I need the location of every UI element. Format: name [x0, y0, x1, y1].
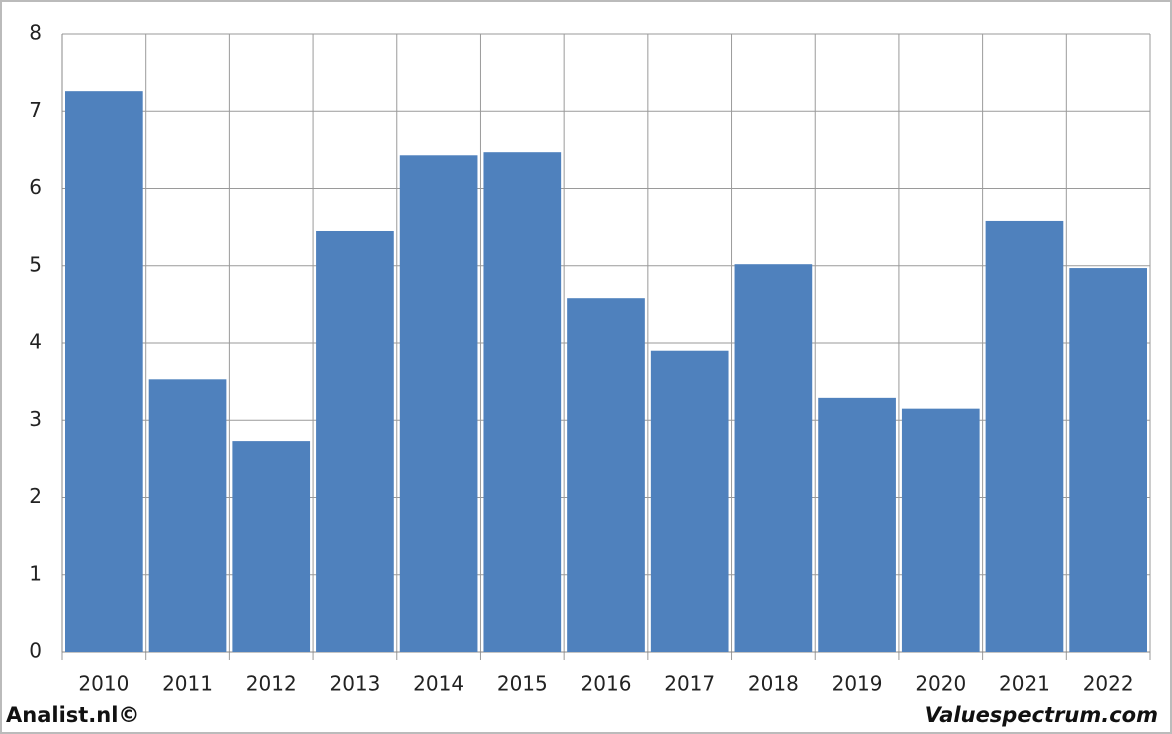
bar — [901, 408, 980, 652]
x-tick-label: 2020 — [915, 672, 966, 696]
y-tick-label: 4 — [29, 330, 42, 354]
bar — [567, 298, 645, 652]
bar — [734, 264, 813, 652]
y-tick-label: 6 — [29, 175, 42, 199]
bar — [65, 91, 143, 653]
y-tick-label: 3 — [29, 407, 42, 431]
x-tick-label: 2022 — [1083, 672, 1134, 696]
footer-right: Valuespectrum.com — [925, 703, 1158, 727]
x-tick-label: 2013 — [329, 672, 380, 696]
x-tick-label: 2015 — [497, 672, 548, 696]
bar — [316, 230, 394, 653]
x-tick-label: 2021 — [999, 672, 1050, 696]
y-tick-label: 1 — [29, 561, 42, 585]
y-tick-label: 0 — [29, 639, 42, 663]
x-tick-label: 2019 — [832, 672, 883, 696]
bar — [818, 397, 896, 652]
y-tick-label: 7 — [29, 98, 42, 122]
bar — [148, 379, 227, 652]
bar — [399, 155, 478, 652]
x-tick-label: 2016 — [581, 672, 632, 696]
y-tick-label: 5 — [29, 252, 42, 276]
y-tick-label: 2 — [29, 484, 42, 508]
bar — [1069, 268, 1147, 652]
x-tick-label: 2017 — [664, 672, 715, 696]
x-tick-label: 2014 — [413, 672, 464, 696]
x-tick-label: 2011 — [162, 672, 213, 696]
x-tick-label: 2012 — [246, 672, 297, 696]
bar — [650, 350, 729, 652]
x-tick-label: 2010 — [78, 672, 129, 696]
x-tick-label: 2018 — [748, 672, 799, 696]
bar — [985, 220, 1064, 652]
y-tick-label: 8 — [29, 21, 42, 45]
bar — [483, 152, 562, 652]
footer-left: Analist.nl© — [6, 703, 139, 727]
bar — [232, 441, 311, 652]
